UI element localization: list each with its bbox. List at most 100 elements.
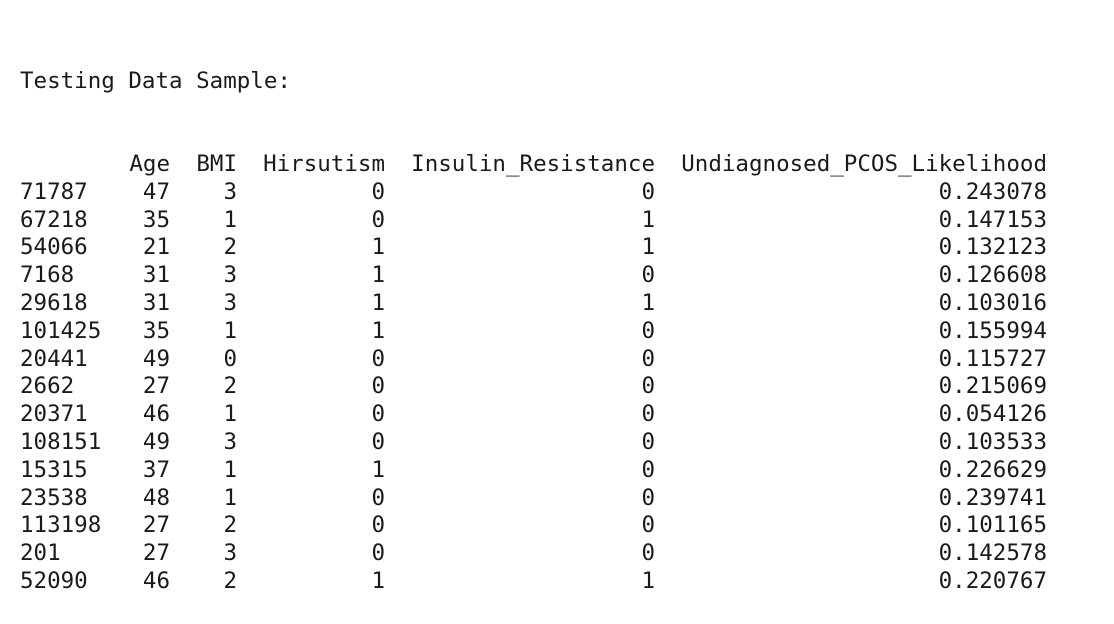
cell-hirsutism: 1 [371, 317, 385, 344]
table-header-row: Age BMI Hirsutism Insulin_Resistance Und… [20, 151, 1047, 179]
row-index: 108151 [20, 428, 102, 455]
cell-hirsutism: 0 [371, 178, 385, 205]
cell-insulin-resistance: 0 [641, 456, 655, 483]
cell-bmi: 2 [223, 373, 237, 400]
cell-bmi: 3 [223, 540, 237, 567]
cell-insulin-resistance: 1 [641, 567, 655, 594]
cell-insulin-resistance: 1 [641, 206, 655, 233]
cell-insulin-resistance: 0 [641, 540, 655, 567]
cell-age: 31 [142, 289, 170, 316]
cell-pcos-likelihood: 0.115727 [938, 345, 1047, 372]
table-row: 29618 31 3 1 1 0.103016 [20, 290, 1047, 318]
cell-pcos-likelihood: 0.132123 [938, 234, 1047, 261]
row-index: 20371 [20, 401, 88, 428]
cell-pcos-likelihood: 0.155994 [938, 317, 1047, 344]
cell-age: 37 [142, 456, 170, 483]
cell-hirsutism: 0 [371, 540, 385, 567]
table-row: 201 27 3 0 0 0.142578 [20, 540, 1047, 568]
row-index: 71787 [20, 178, 88, 205]
cell-pcos-likelihood: 0.215069 [938, 373, 1047, 400]
row-index: 52090 [20, 567, 88, 594]
table-row: 15315 37 1 1 0 0.226629 [20, 457, 1047, 485]
cell-bmi: 3 [223, 262, 237, 289]
cell-age: 46 [142, 401, 170, 428]
table-row: 20441 49 0 0 0 0.115727 [20, 346, 1047, 374]
dataframe-table: Age BMI Hirsutism Insulin_Resistance Und… [20, 151, 1047, 596]
cell-bmi: 1 [223, 206, 237, 233]
row-index: 67218 [20, 206, 88, 233]
cell-hirsutism: 1 [371, 234, 385, 261]
cell-age: 47 [142, 178, 170, 205]
cell-insulin-resistance: 0 [641, 401, 655, 428]
cell-age: 31 [142, 262, 170, 289]
cell-pcos-likelihood: 0.226629 [938, 456, 1047, 483]
cell-age: 21 [142, 234, 170, 261]
table-row: 101425 35 1 1 0 0.155994 [20, 318, 1047, 346]
table-row: 67218 35 1 0 1 0.147153 [20, 207, 1047, 235]
cell-bmi: 3 [223, 428, 237, 455]
cell-age: 27 [142, 540, 170, 567]
cell-hirsutism: 0 [371, 401, 385, 428]
cell-insulin-resistance: 1 [641, 289, 655, 316]
cell-hirsutism: 0 [371, 484, 385, 511]
cell-age: 35 [142, 317, 170, 344]
cell-age: 27 [142, 512, 170, 539]
console-output: Testing Data Sample: Age BMI Hirsutism I… [20, 12, 1047, 624]
cell-pcos-likelihood: 0.101165 [938, 512, 1047, 539]
cell-age: 46 [142, 567, 170, 594]
cell-bmi: 1 [223, 317, 237, 344]
cell-pcos-likelihood: 0.239741 [938, 484, 1047, 511]
row-index: 7168 [20, 262, 75, 289]
cell-hirsutism: 0 [371, 428, 385, 455]
cell-insulin-resistance: 0 [641, 428, 655, 455]
cell-bmi: 3 [223, 178, 237, 205]
cell-pcos-likelihood: 0.220767 [938, 567, 1047, 594]
cell-hirsutism: 1 [371, 456, 385, 483]
row-index: 201 [20, 540, 61, 567]
cell-pcos-likelihood: 0.103533 [938, 428, 1047, 455]
cell-bmi: 1 [223, 456, 237, 483]
cell-pcos-likelihood: 0.103016 [938, 289, 1047, 316]
table-body: 71787 47 3 0 0 0.243078 67218 35 1 0 1 0.147153 5406… [20, 179, 1047, 596]
column-header-pcos-likelihood: Undiagnosed_PCOS_Likelihood [681, 150, 1047, 177]
cell-insulin-resistance: 0 [641, 317, 655, 344]
cell-pcos-likelihood: 0.147153 [938, 206, 1047, 233]
cell-hirsutism: 0 [371, 345, 385, 372]
cell-insulin-resistance: 0 [641, 512, 655, 539]
row-index: 15315 [20, 456, 88, 483]
table-row: 23538 48 1 0 0 0.239741 [20, 485, 1047, 513]
index-header [20, 151, 128, 179]
cell-age: 49 [142, 428, 170, 455]
row-index: 101425 [20, 317, 102, 344]
cell-hirsutism: 1 [371, 289, 385, 316]
cell-bmi: 3 [223, 289, 237, 316]
cell-bmi: 0 [223, 345, 237, 372]
cell-hirsutism: 0 [371, 512, 385, 539]
column-header-hirsutism: Hirsutism [263, 150, 385, 177]
row-index: 2662 [20, 373, 75, 400]
cell-hirsutism: 0 [371, 373, 385, 400]
cell-hirsutism: 0 [371, 206, 385, 233]
table-row: 108151 49 3 0 0 0.103533 [20, 429, 1047, 457]
cell-insulin-resistance: 1 [641, 234, 655, 261]
cell-bmi: 2 [223, 512, 237, 539]
row-index: 29618 [20, 289, 88, 316]
cell-age: 35 [142, 206, 170, 233]
table-row: 52090 46 2 1 1 0.220767 [20, 568, 1047, 596]
table-row: 7168 31 3 1 0 0.126608 [20, 262, 1047, 290]
cell-bmi: 1 [223, 401, 237, 428]
cell-insulin-resistance: 0 [641, 484, 655, 511]
cell-bmi: 1 [223, 484, 237, 511]
cell-age: 49 [142, 345, 170, 372]
table-row: 20371 46 1 0 0 0.054126 [20, 401, 1047, 429]
table-row: 54066 21 2 1 1 0.132123 [20, 234, 1047, 262]
cell-bmi: 2 [223, 234, 237, 261]
row-index: 23538 [20, 484, 88, 511]
cell-pcos-likelihood: 0.142578 [938, 540, 1047, 567]
table-row: 113198 27 2 0 0 0.101165 [20, 512, 1047, 540]
cell-bmi: 2 [223, 567, 237, 594]
cell-pcos-likelihood: 0.126608 [938, 262, 1047, 289]
cell-hirsutism: 1 [371, 567, 385, 594]
cell-hirsutism: 1 [371, 262, 385, 289]
table-row: 71787 47 3 0 0 0.243078 [20, 179, 1047, 207]
